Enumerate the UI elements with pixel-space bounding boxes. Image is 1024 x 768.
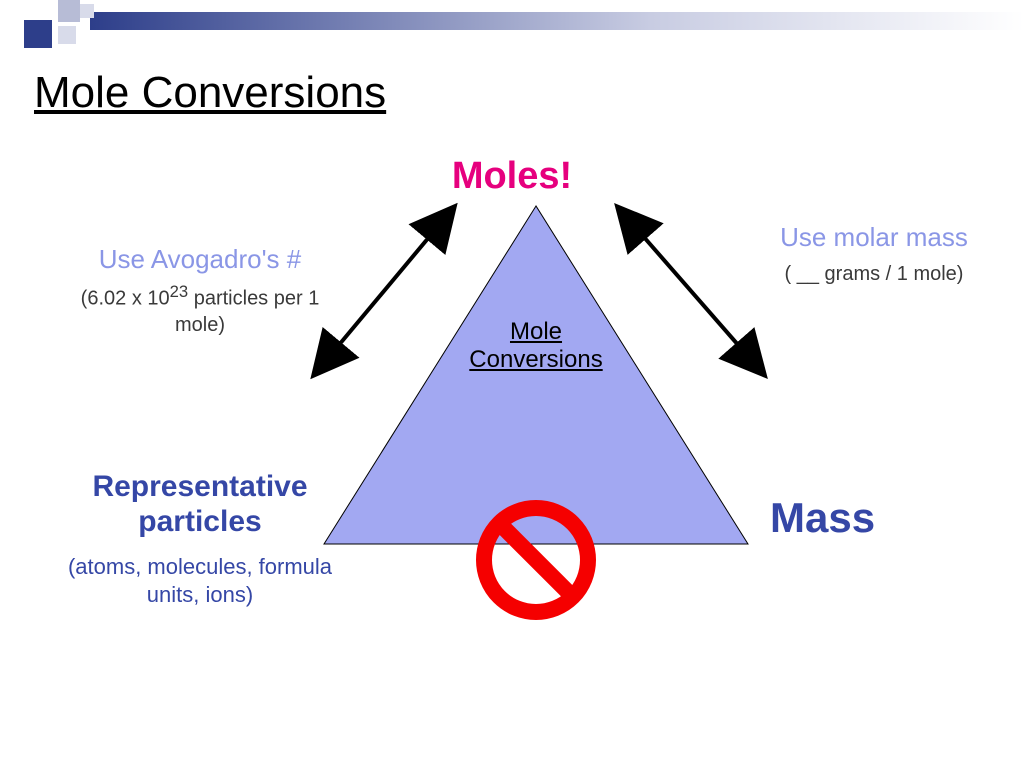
triangle-label-line2: Conversions	[436, 346, 636, 374]
triangle-shape	[324, 206, 748, 544]
right-hint-detail: ( __ grams / 1 mole)	[744, 263, 1004, 286]
right-hint: Use molar mass	[744, 222, 1004, 253]
left-hint: Use Avogadro's #	[60, 244, 340, 275]
top-vertex-label: Moles!	[452, 155, 572, 197]
left-hint-detail: (6.02 x 1023 particles per 1 mole)	[60, 281, 340, 338]
left-vertex-detail: (atoms, molecules, formula units, ions)	[50, 553, 350, 608]
right-arrow	[622, 212, 760, 370]
right-vertex-label: Mass	[770, 494, 990, 542]
triangle-label-line1: Mole	[436, 318, 636, 346]
diagram-canvas	[0, 0, 1024, 768]
left-vertex-label: Representative particles	[50, 470, 350, 539]
